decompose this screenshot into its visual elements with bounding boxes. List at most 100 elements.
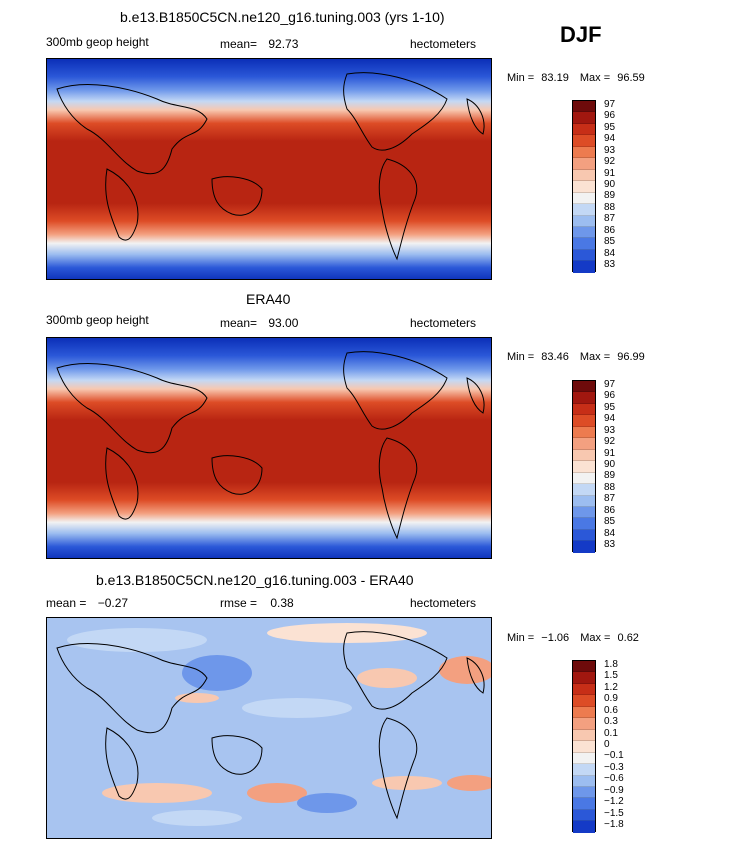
colorbar-level-label: −0.1 bbox=[604, 750, 624, 762]
colorbar-swatch bbox=[573, 506, 595, 519]
panel3-units: hectometers bbox=[410, 596, 477, 610]
colorbar-level-label: 0 bbox=[604, 739, 610, 750]
colorbar-swatch bbox=[573, 192, 595, 205]
colorbar-level-label: 87 bbox=[604, 213, 616, 225]
colorbar-level-label: 0.1 bbox=[604, 727, 618, 739]
colorbar-swatch bbox=[573, 238, 595, 250]
colorbar-level-label: 1.5 bbox=[604, 670, 618, 682]
panel3-max-value: 0.62 bbox=[617, 632, 639, 644]
panel3-mean-label: mean = bbox=[46, 596, 87, 610]
panel1-min-label: Min = bbox=[507, 72, 535, 84]
colorbar-swatch bbox=[573, 672, 595, 684]
colorbar-level-label: 90 bbox=[604, 179, 616, 190]
colorbar-level-label: 88 bbox=[604, 481, 616, 493]
colorbar-swatch bbox=[573, 809, 595, 822]
colorbar-swatch bbox=[573, 169, 595, 182]
colorbar-swatch bbox=[573, 752, 595, 765]
colorbar-level-label: 0.9 bbox=[604, 693, 618, 705]
colorbar-level-label: −1.5 bbox=[604, 807, 624, 819]
colorbar-level-label: 90 bbox=[604, 459, 616, 470]
colorbar-level-label: 96 bbox=[604, 390, 616, 402]
colorbar-level-label: 89 bbox=[604, 190, 616, 202]
panel3-min-label: Min = bbox=[507, 632, 535, 644]
colorbar-swatch bbox=[573, 706, 595, 719]
colorbar-swatch bbox=[573, 741, 595, 753]
colorbar-level-label: 1.8 bbox=[604, 658, 618, 670]
colorbar-swatch bbox=[573, 798, 595, 810]
colorbar-level-label: 93 bbox=[604, 424, 616, 436]
colorbar-level-label: 86 bbox=[604, 504, 616, 516]
panel3-map bbox=[46, 617, 492, 839]
panel3-rmse-label: rmse = bbox=[220, 596, 258, 610]
colorbar-level-label: 86 bbox=[604, 224, 616, 236]
colorbar-swatch bbox=[573, 204, 595, 216]
colorbar-level-label: −0.3 bbox=[604, 761, 624, 773]
colorbar-swatch bbox=[573, 529, 595, 542]
panel3-title: b.e13.B1850C5CN.ne120_g16.tuning.003 - E… bbox=[96, 572, 414, 588]
colorbar-swatch bbox=[573, 146, 595, 159]
colorbar-swatch bbox=[573, 158, 595, 170]
panel1-units: hectometers bbox=[410, 37, 477, 51]
colorbar-level-label: 96 bbox=[604, 110, 616, 122]
colorbar-swatch bbox=[573, 392, 595, 404]
colorbar-level-label: 83 bbox=[604, 259, 616, 271]
panel2-title: ERA40 bbox=[246, 291, 291, 307]
colorbar-level-label: 97 bbox=[604, 98, 616, 110]
colorbar-level-label: 94 bbox=[604, 133, 616, 145]
colorbar-level-label: −1.2 bbox=[604, 796, 624, 808]
panel1-min-value: 83.19 bbox=[541, 72, 569, 84]
panel2-min-value: 83.46 bbox=[541, 351, 569, 363]
colorbar-level-label: 92 bbox=[604, 436, 616, 448]
colorbar-swatch bbox=[573, 541, 595, 553]
colorbar-level-label: 88 bbox=[604, 201, 616, 213]
panel2-coastlines bbox=[56, 351, 485, 540]
panel3-mean-value: −0.27 bbox=[97, 596, 129, 610]
panel2-max-label: Max = bbox=[579, 351, 611, 363]
colorbar-swatch bbox=[573, 249, 595, 262]
colorbar-swatch bbox=[573, 226, 595, 239]
panel1-max-value: 96.59 bbox=[617, 72, 645, 84]
colorbar-level-label: −0.9 bbox=[604, 784, 624, 796]
colorbar-level-label: 89 bbox=[604, 470, 616, 482]
colorbar-swatch bbox=[573, 472, 595, 485]
colorbar-swatch bbox=[573, 135, 595, 147]
colorbar-swatch bbox=[573, 215, 595, 227]
panel2-colorbar bbox=[572, 380, 596, 553]
panel1-field bbox=[47, 59, 491, 279]
colorbar-level-label: −1.8 bbox=[604, 819, 624, 831]
colorbar-level-label: 91 bbox=[604, 167, 616, 179]
colorbar-swatch bbox=[573, 403, 595, 416]
colorbar-level-label: 91 bbox=[604, 447, 616, 459]
panel1-colorbar bbox=[572, 100, 596, 273]
colorbar-swatch bbox=[573, 123, 595, 136]
panel2-mean-value: 93.00 bbox=[268, 316, 299, 330]
panel1-coastlines bbox=[56, 72, 485, 261]
colorbar-swatch bbox=[573, 683, 595, 696]
colorbar-swatch bbox=[573, 181, 595, 193]
colorbar-swatch bbox=[573, 415, 595, 427]
panel3-rmse-value: 0.38 bbox=[270, 596, 294, 610]
colorbar-swatch bbox=[573, 661, 595, 673]
panel1-mean-value: 92.73 bbox=[268, 37, 299, 51]
colorbar-level-label: 95 bbox=[604, 401, 616, 413]
colorbar-level-label: 0.6 bbox=[604, 704, 618, 716]
colorbar-swatch bbox=[573, 461, 595, 473]
colorbar-swatch bbox=[573, 426, 595, 439]
panel2-mean-label: mean= bbox=[220, 316, 258, 330]
colorbar-level-label: 84 bbox=[604, 247, 616, 259]
colorbar-level-label: −0.6 bbox=[604, 773, 624, 785]
panel1-mean-label: mean= bbox=[220, 37, 258, 51]
colorbar-swatch bbox=[573, 729, 595, 742]
colorbar-swatch bbox=[573, 101, 595, 113]
panel2-variable: 300mb geop height bbox=[46, 313, 149, 327]
panel2-field bbox=[47, 338, 491, 558]
panel2-units: hectometers bbox=[410, 316, 477, 330]
colorbar-swatch bbox=[573, 786, 595, 799]
season-label: DJF bbox=[560, 22, 602, 47]
panel1-variable: 300mb geop height bbox=[46, 35, 149, 49]
panel2-min-label: Min = bbox=[507, 351, 535, 363]
colorbar-swatch bbox=[573, 381, 595, 393]
colorbar-level-label: 0.3 bbox=[604, 716, 618, 728]
panel3-colorbar bbox=[572, 660, 596, 833]
panel2-max-value: 96.99 bbox=[617, 351, 645, 363]
